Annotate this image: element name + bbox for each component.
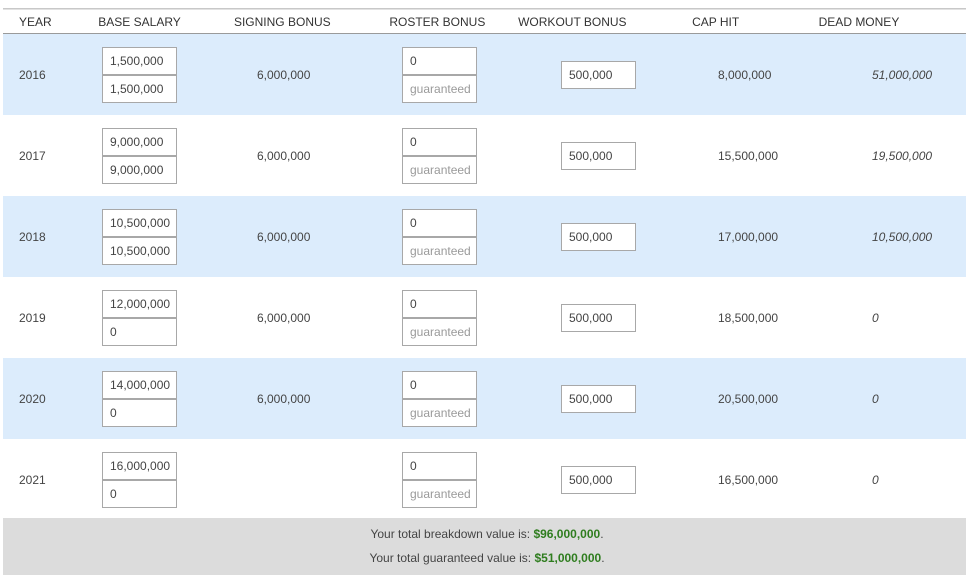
base-salary-input[interactable]: 9,000,000	[102, 127, 177, 156]
base-salary-cell: 12,000,000 0	[102, 289, 232, 346]
workout-bonus-cell: 500,000	[530, 222, 685, 251]
roster-bonus-guaranteed-input[interactable]: guaranteed	[402, 74, 477, 103]
base-salary-input[interactable]: 10,500,000	[102, 208, 177, 237]
header-base-salary: BASE SALARY	[98, 14, 181, 29]
total-breakdown-period: .	[600, 527, 604, 541]
base-salary-input[interactable]: 16,000,000	[102, 451, 177, 480]
base-salary-input[interactable]: 1,500,000	[102, 46, 177, 75]
base-salary-cell: 16,000,000 0	[102, 451, 232, 508]
total-breakdown-label: Your total breakdown value is:	[370, 527, 534, 541]
roster-bonus-guaranteed-input[interactable]: guaranteed	[402, 155, 477, 184]
dead-money-cell: 0	[872, 472, 879, 487]
base-salary-guaranteed-input[interactable]: 0	[102, 479, 177, 508]
table-row: 2016 1,500,000 1,500,000 6,000,000 0 guarante…	[3, 34, 966, 115]
year-cell: 2020	[19, 391, 46, 406]
workout-bonus-input[interactable]: 500,000	[561, 222, 636, 251]
table-header: YEAR BASE SALARY SIGNING BONUS ROSTER BO…	[3, 10, 966, 34]
table-top-rule	[3, 8, 966, 10]
roster-bonus-input[interactable]: 0	[402, 208, 477, 237]
signing-bonus-cell: 6,000,000	[257, 67, 311, 82]
year-cell: 2017	[19, 148, 46, 163]
table-body: 2016 1,500,000 1,500,000 6,000,000 0 guarante…	[3, 34, 966, 520]
contract-breakdown-table: YEAR BASE SALARY SIGNING BONUS ROSTER BO…	[3, 8, 966, 520]
signing-bonus-cell: 6,000,000	[257, 148, 311, 163]
cap-hit-cell: 15,500,000	[718, 148, 779, 163]
year-cell: 2018	[19, 229, 46, 244]
workout-bonus-cell: 500,000	[530, 303, 685, 332]
roster-bonus-cell: 0 guaranteed	[382, 451, 530, 508]
roster-bonus-guaranteed-input[interactable]: guaranteed	[402, 398, 477, 427]
cap-hit-cell: 8,000,000	[718, 67, 772, 82]
total-breakdown-value: $96,000,000	[533, 527, 601, 541]
workout-bonus-input[interactable]: 500,000	[561, 141, 636, 170]
dead-money-cell: 0	[872, 391, 879, 406]
cap-hit-cell: 20,500,000	[718, 391, 779, 406]
signing-bonus-cell: 6,000,000	[257, 391, 311, 406]
header-dead-money: DEAD MONEY	[818, 14, 900, 29]
year-cell: 2021	[19, 472, 46, 487]
base-salary-guaranteed-input[interactable]: 0	[102, 398, 177, 427]
header-workout-bonus: WORKOUT BONUS	[518, 14, 627, 29]
roster-bonus-guaranteed-input[interactable]: guaranteed	[402, 317, 477, 346]
total-guaranteed-line: Your total guaranteed value is: $51,000,…	[8, 546, 966, 570]
roster-bonus-guaranteed-input[interactable]: guaranteed	[402, 236, 477, 265]
roster-bonus-input[interactable]: 0	[402, 289, 477, 318]
base-salary-cell: 10,500,000 10,500,000	[102, 208, 232, 265]
roster-bonus-cell: 0 guaranteed	[382, 127, 530, 184]
table-row: 2019 12,000,000 0 6,000,000 0 guaranteed 500,0…	[3, 277, 966, 358]
cap-hit-cell: 16,500,000	[718, 472, 779, 487]
workout-bonus-input[interactable]: 500,000	[561, 465, 636, 494]
workout-bonus-cell: 500,000	[530, 60, 685, 89]
workout-bonus-cell: 500,000	[530, 465, 685, 494]
table-row: 2018 10,500,000 10,500,000 6,000,000 0 guaran…	[3, 196, 966, 277]
totals-footer: Your total breakdown value is: $96,000,0…	[3, 518, 966, 575]
base-salary-input[interactable]: 14,000,000	[102, 370, 177, 399]
total-breakdown-line: Your total breakdown value is: $96,000,0…	[8, 522, 966, 546]
total-guaranteed-label: Your total guaranteed value is:	[369, 551, 535, 565]
workout-bonus-input[interactable]: 500,000	[561, 60, 636, 89]
table-row: 2017 9,000,000 9,000,000 6,000,000 0 guarante…	[3, 115, 966, 196]
dead-money-cell: 10,500,000	[872, 229, 933, 244]
base-salary-cell: 9,000,000 9,000,000	[102, 127, 232, 184]
signing-bonus-cell: 6,000,000	[257, 310, 311, 325]
roster-bonus-input[interactable]: 0	[402, 46, 477, 75]
header-roster-bonus: ROSTER BONUS	[389, 14, 486, 29]
header-cap-hit: CAP HIT	[692, 14, 740, 29]
signing-bonus-cell: 6,000,000	[257, 229, 311, 244]
year-cell: 2019	[19, 310, 46, 325]
base-salary-guaranteed-input[interactable]: 10,500,000	[102, 236, 177, 265]
roster-bonus-cell: 0 guaranteed	[382, 46, 530, 103]
workout-bonus-cell: 500,000	[530, 141, 685, 170]
table-row: 2020 14,000,000 0 6,000,000 0 guaranteed 500,0…	[3, 358, 966, 439]
base-salary-guaranteed-input[interactable]: 1,500,000	[102, 74, 177, 103]
roster-bonus-guaranteed-input[interactable]: guaranteed	[402, 479, 477, 508]
roster-bonus-input[interactable]: 0	[402, 370, 477, 399]
dead-money-cell: 19,500,000	[872, 148, 933, 163]
roster-bonus-input[interactable]: 0	[402, 127, 477, 156]
base-salary-input[interactable]: 12,000,000	[102, 289, 177, 318]
base-salary-cell: 14,000,000 0	[102, 370, 232, 427]
base-salary-cell: 1,500,000 1,500,000	[102, 46, 232, 103]
table-row: 2021 16,000,000 0 0 guaranteed 500,000 16,500,…	[3, 439, 966, 520]
base-salary-guaranteed-input[interactable]: 0	[102, 317, 177, 346]
workout-bonus-cell: 500,000	[530, 384, 685, 413]
roster-bonus-cell: 0 guaranteed	[382, 370, 530, 427]
workout-bonus-input[interactable]: 500,000	[561, 384, 636, 413]
total-guaranteed-period: .	[601, 551, 605, 565]
header-year: YEAR	[19, 14, 52, 29]
cap-hit-cell: 17,000,000	[718, 229, 779, 244]
roster-bonus-input[interactable]: 0	[402, 451, 477, 480]
workout-bonus-input[interactable]: 500,000	[561, 303, 636, 332]
dead-money-cell: 0	[872, 310, 879, 325]
total-guaranteed-value: $51,000,000	[534, 551, 602, 565]
dead-money-cell: 51,000,000	[872, 67, 933, 82]
year-cell: 2016	[19, 67, 46, 82]
cap-hit-cell: 18,500,000	[718, 310, 779, 325]
roster-bonus-cell: 0 guaranteed	[382, 208, 530, 265]
base-salary-guaranteed-input[interactable]: 9,000,000	[102, 155, 177, 184]
roster-bonus-cell: 0 guaranteed	[382, 289, 530, 346]
header-signing-bonus: SIGNING BONUS	[233, 14, 331, 29]
